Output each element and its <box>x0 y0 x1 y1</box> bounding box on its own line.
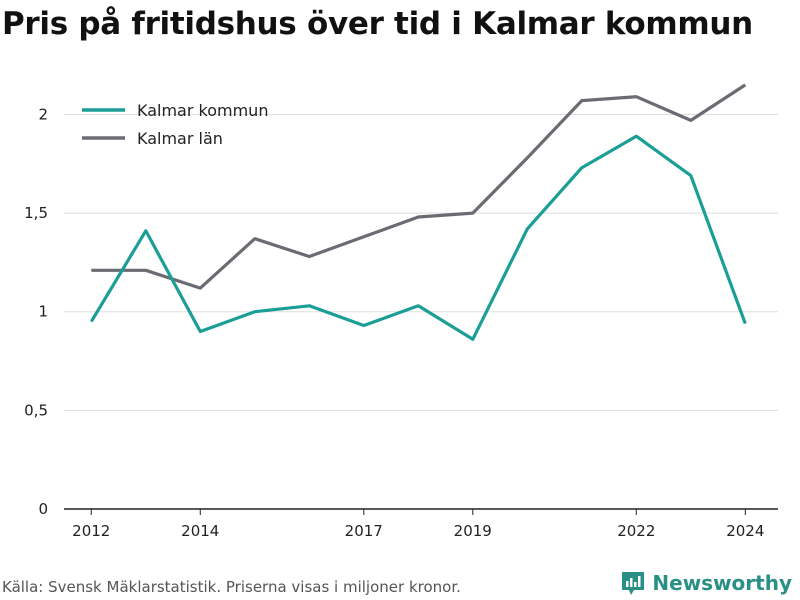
brand-name: Newsworthy <box>652 571 792 595</box>
y-tick-label: 2 <box>38 105 48 123</box>
legend-label: Kalmar kommun <box>137 101 268 120</box>
series-lines <box>89 83 747 341</box>
x-tick-label: 2024 <box>726 522 764 540</box>
series-line <box>89 134 747 341</box>
bar-chart-logo-icon <box>622 572 645 595</box>
chart-title: Pris på fritidshus över tid i Kalmar kom… <box>2 6 753 42</box>
legend-label: Kalmar län <box>137 129 223 148</box>
x-tick-label: 2014 <box>181 522 219 540</box>
y-tick-label: 1,5 <box>24 204 48 222</box>
y-tick-label: 1 <box>38 303 48 321</box>
x-tick-label: 2012 <box>72 522 110 540</box>
legend: Kalmar kommun Kalmar län <box>82 101 268 148</box>
gridlines <box>64 113 778 510</box>
x-axis-ticks: 2012 2014 2017 2019 2022 2024 <box>72 509 764 540</box>
y-tick-label: 0,5 <box>24 401 48 419</box>
x-tick-label: 2017 <box>345 522 383 540</box>
y-axis-ticks: 0 0,5 1 1,5 2 <box>24 105 48 518</box>
x-tick-label: 2019 <box>454 522 492 540</box>
x-tick-label: 2022 <box>617 522 655 540</box>
series-line <box>91 83 747 290</box>
y-tick-label: 0 <box>38 500 48 518</box>
brand-logo[interactable]: Newsworthy <box>620 570 792 596</box>
source-note: Källa: Svensk Mäklarstatistik. Priserna … <box>2 578 461 596</box>
